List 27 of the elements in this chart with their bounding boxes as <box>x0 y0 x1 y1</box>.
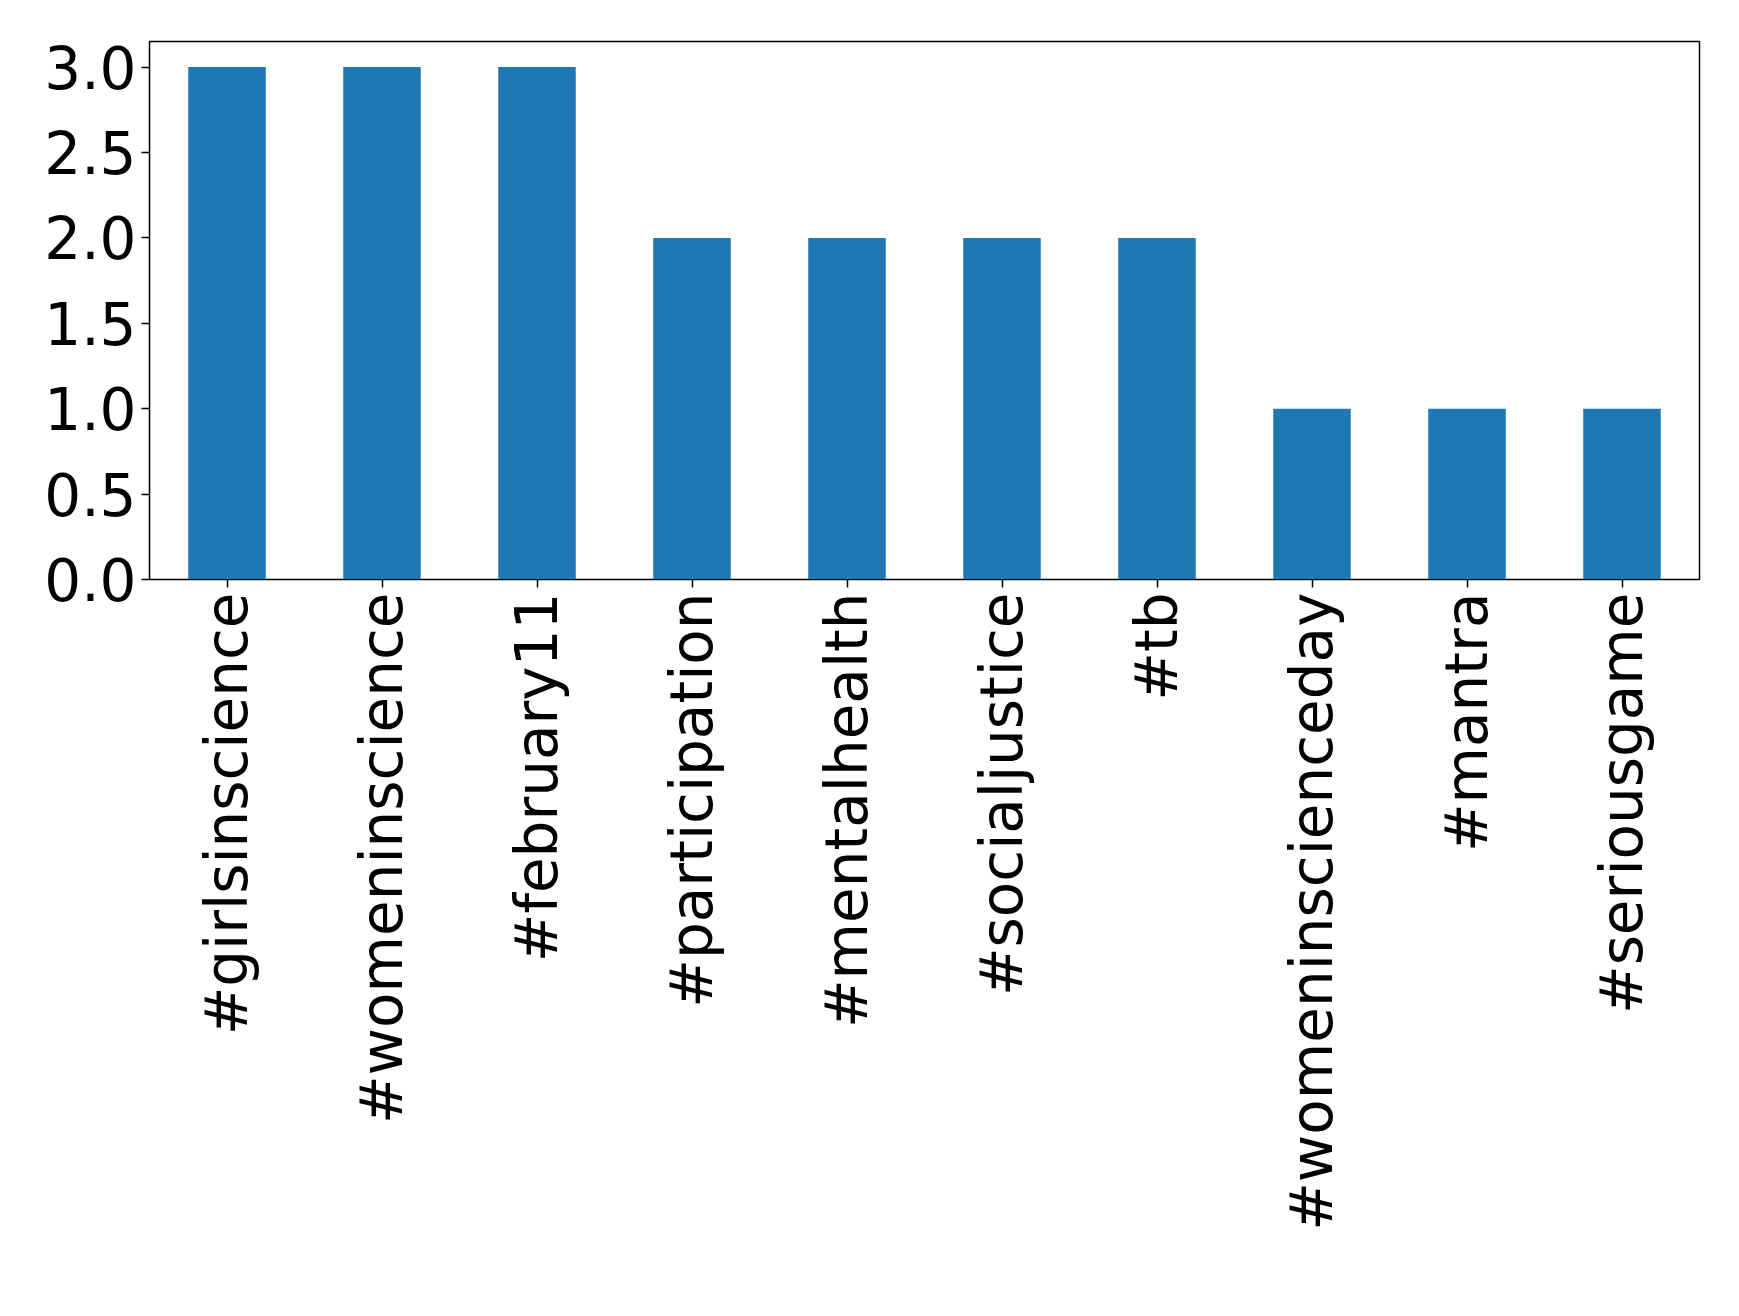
bar <box>1118 237 1196 580</box>
x-tick-label: #mentalhealth <box>813 592 881 1029</box>
x-tick-label: #february11 <box>503 592 571 963</box>
x-tick-label: #womeninscienceday <box>1278 592 1346 1231</box>
y-tick-label: 1.0 <box>44 376 137 445</box>
y-tick-label: 2.0 <box>44 205 137 274</box>
y-tick-label: 0.0 <box>44 547 137 615</box>
x-tick-label: #womeninscience <box>348 592 416 1125</box>
bar <box>1428 408 1506 580</box>
bar <box>808 237 886 580</box>
x-tick-label: #girlsinscience <box>193 592 261 1036</box>
x-tick-label: #tb <box>1123 592 1191 701</box>
y-tick-label: 0.5 <box>44 461 137 530</box>
x-tick-label: #mantra <box>1433 592 1501 853</box>
x-tick-label: #socialjustice <box>968 592 1036 996</box>
bar <box>498 67 576 580</box>
bar <box>963 237 1041 580</box>
y-tick-label: 2.5 <box>44 120 137 189</box>
x-tick-label: #participation <box>658 592 726 1008</box>
y-tick-label: 3.0 <box>44 34 137 103</box>
bar <box>1273 408 1351 580</box>
bar <box>1583 408 1661 580</box>
bar <box>343 67 421 580</box>
x-tick-label: #seriousgame <box>1588 592 1656 1014</box>
bar <box>188 67 266 580</box>
y-tick-label: 1.5 <box>44 290 137 359</box>
bar <box>653 237 731 580</box>
